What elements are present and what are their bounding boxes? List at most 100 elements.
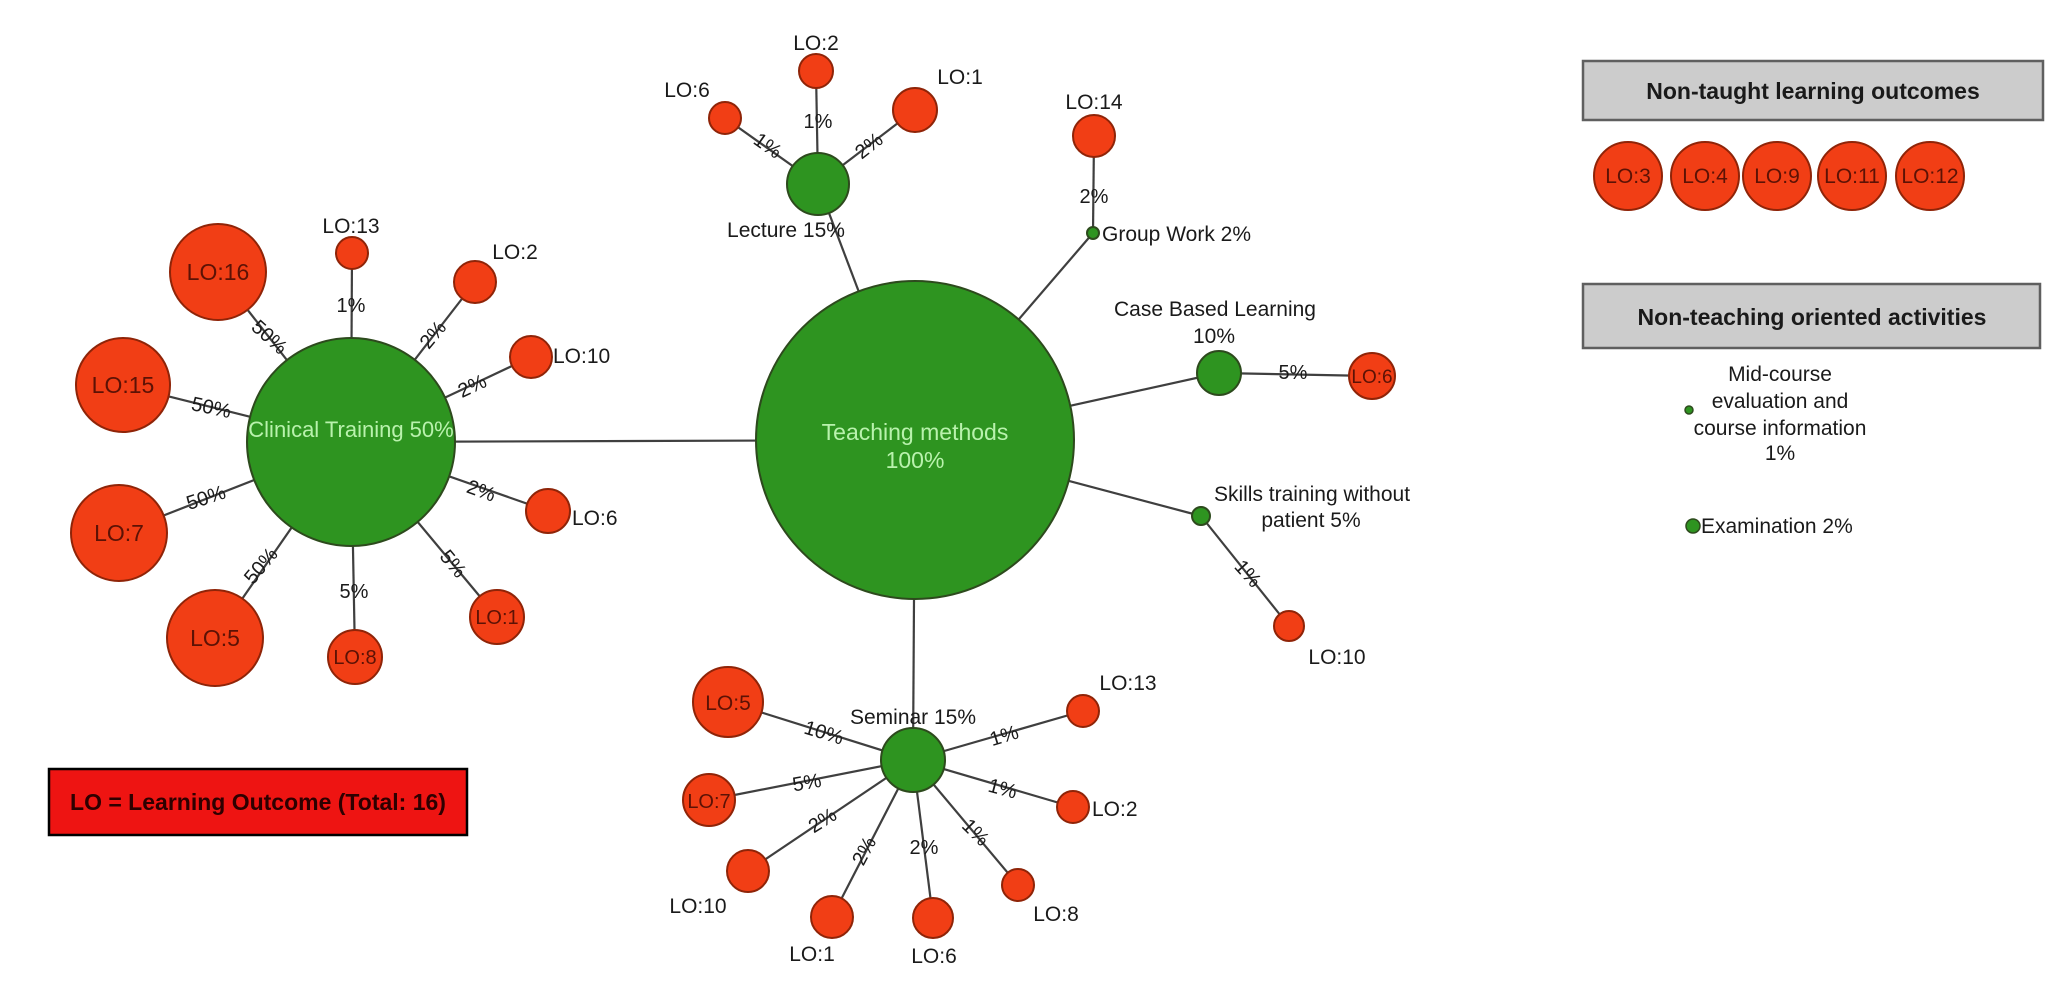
node-groupwork <box>1086 226 1100 240</box>
edge-clinical-cli-lo2-label: 2% <box>416 317 452 353</box>
casebased-label-line2: 10% <box>1193 325 1235 348</box>
skills-label-line2: patient 5% <box>1261 509 1360 532</box>
midcourse-dot <box>1684 405 1694 415</box>
node-cli-lo15 <box>75 337 171 433</box>
node-hub-label: 100% <box>886 447 945 473</box>
sem-lo6-label: LO:6 <box>911 945 957 968</box>
node-cli-lo6 <box>525 488 571 534</box>
sk-lo10-label: LO:10 <box>1308 646 1365 669</box>
edge-seminar-sem-lo13-label: 1% <box>987 721 1021 751</box>
node-seminar <box>880 727 946 793</box>
legend-non-teaching-header-label: Non-teaching oriented activities <box>1638 304 1987 330</box>
edge-seminar-sem-lo2-label: 1% <box>986 775 1020 804</box>
node-leg-lo9 <box>1742 141 1812 211</box>
node-sem-lo10 <box>726 849 770 893</box>
edge-seminar-sem-lo5-label: 10% <box>801 717 846 750</box>
sem-lo10-label: LO:10 <box>669 895 726 918</box>
groupwork-label: Group Work 2% <box>1102 223 1251 246</box>
node-cli-lo8 <box>327 629 383 685</box>
midcourse-text: 1% <box>1765 442 1795 465</box>
node-cb-lo6-label: LO:6 <box>1351 367 1392 388</box>
edge-clinical-cli-lo6-label: 2% <box>464 476 499 507</box>
midcourse-text: course information <box>1694 417 1867 440</box>
cli-lo2-label: LO:2 <box>492 241 538 264</box>
node-cli-lo13 <box>335 236 369 270</box>
node-sem-lo2 <box>1056 790 1090 824</box>
node-cli-lo2 <box>453 260 497 304</box>
node-lecture <box>786 152 850 216</box>
cli-lo10-label: LO:10 <box>553 345 610 368</box>
edge-clinical-cli-lo10-label: 2% <box>455 370 491 402</box>
node-sem-lo1 <box>810 895 854 939</box>
cli-lo6-label: LO:6 <box>572 507 618 530</box>
lecture-label: Lecture 15% <box>727 219 845 242</box>
edge-seminar-sem-lo7-label: 5% <box>791 770 824 797</box>
node-leg-lo12 <box>1895 141 1965 211</box>
edge-skills-sk-lo10 <box>1200 515 1290 627</box>
node-leg-lo12-label: LO:12 <box>1901 165 1958 188</box>
gw-lo14-label: LO:14 <box>1065 91 1123 114</box>
edge-seminar-sem-lo10-label: 2% <box>805 804 841 838</box>
node-sem-lo5-label: LO:5 <box>705 692 751 715</box>
note-box-label: LO = Learning Outcome (Total: 16) <box>70 789 446 815</box>
lec-lo6-label: LO:6 <box>664 79 710 102</box>
node-lec-lo6 <box>708 101 742 135</box>
legend-non-taught-header <box>1581 59 2045 122</box>
midcourse-text: evaluation and <box>1712 390 1849 413</box>
node-cli-lo7 <box>70 484 168 582</box>
edge-seminar-sem-lo6-label: 2% <box>910 837 939 859</box>
node-sem-lo7-label: LO:7 <box>687 791 730 813</box>
node-cb-lo6 <box>1348 352 1396 400</box>
node-casebased <box>1196 350 1242 396</box>
node-leg-lo3-label: LO:3 <box>1605 165 1651 188</box>
edge-groupwork-gw-lo14-label: 2% <box>1080 186 1109 208</box>
node-leg-lo9-label: LO:9 <box>1754 165 1800 188</box>
sem-lo13-label: LO:13 <box>1099 672 1156 695</box>
node-cli-lo15-label: LO:15 <box>92 372 155 398</box>
skills-label-line1: Skills training without <box>1214 483 1410 506</box>
node-cli-lo5-label: LO:5 <box>190 625 240 651</box>
edge-seminar-sem-lo10 <box>747 759 914 872</box>
sem-lo1-label: LO:1 <box>789 943 835 966</box>
node-sem-lo5 <box>692 666 764 738</box>
node-cli-lo16-label: LO:16 <box>187 259 250 285</box>
edge-seminar-sem-lo7 <box>708 758 914 802</box>
node-cli-lo10 <box>509 335 553 379</box>
edge-seminar-sem-lo1-label: 2% <box>848 833 881 869</box>
lec-lo1-label: LO:1 <box>937 66 983 89</box>
node-cli-lo1-label: LO:1 <box>475 607 518 629</box>
edge-clinical-cli-lo16-label: 50% <box>247 316 292 359</box>
lec-lo2-label: LO:2 <box>793 32 839 55</box>
seminar-label: Seminar 15% <box>850 706 976 729</box>
node-cli-lo16 <box>169 223 267 321</box>
node-cli-lo8-label: LO:8 <box>333 647 376 669</box>
node-leg-lo11-label: LO:11 <box>1824 165 1880 188</box>
edge-lecture-lec-lo2-label: 1% <box>804 111 833 133</box>
sem-lo2-label: LO:2 <box>1092 798 1138 821</box>
node-leg-lo11 <box>1817 141 1887 211</box>
node-cli-lo5 <box>166 589 264 687</box>
node-clinical <box>246 337 456 547</box>
note-box <box>47 767 469 837</box>
edge-clinical-cli-lo13-label: 1% <box>337 295 366 317</box>
node-lec-lo2 <box>798 53 834 89</box>
legend-non-teaching-header <box>1581 282 2042 350</box>
node-sem-lo8 <box>1001 868 1035 902</box>
node-hub-label: Teaching methods <box>822 419 1009 445</box>
midcourse-text: Mid-course <box>1728 363 1832 386</box>
edge-clinical-cli-lo7-label: 50% <box>184 482 229 515</box>
casebased-label-line1: Case Based Learning <box>1114 298 1316 321</box>
cli-lo13-label: LO:13 <box>322 215 379 238</box>
examination-text: Examination 2% <box>1701 515 1853 538</box>
node-sem-lo7 <box>682 773 736 827</box>
edge-clinical-cli-lo15-label: 50% <box>189 393 233 423</box>
node-gw-lo14 <box>1072 114 1116 158</box>
edge-casebased-cb-lo6-label: 5% <box>1279 362 1308 384</box>
examination-dot <box>1685 518 1701 534</box>
legend-non-taught-header-label: Non-taught learning outcomes <box>1646 78 1980 104</box>
edge-clinical-cli-lo1-label: 5% <box>435 546 471 582</box>
node-hub <box>755 280 1075 600</box>
edge-clinical-cli-lo8-label: 5% <box>340 581 369 603</box>
